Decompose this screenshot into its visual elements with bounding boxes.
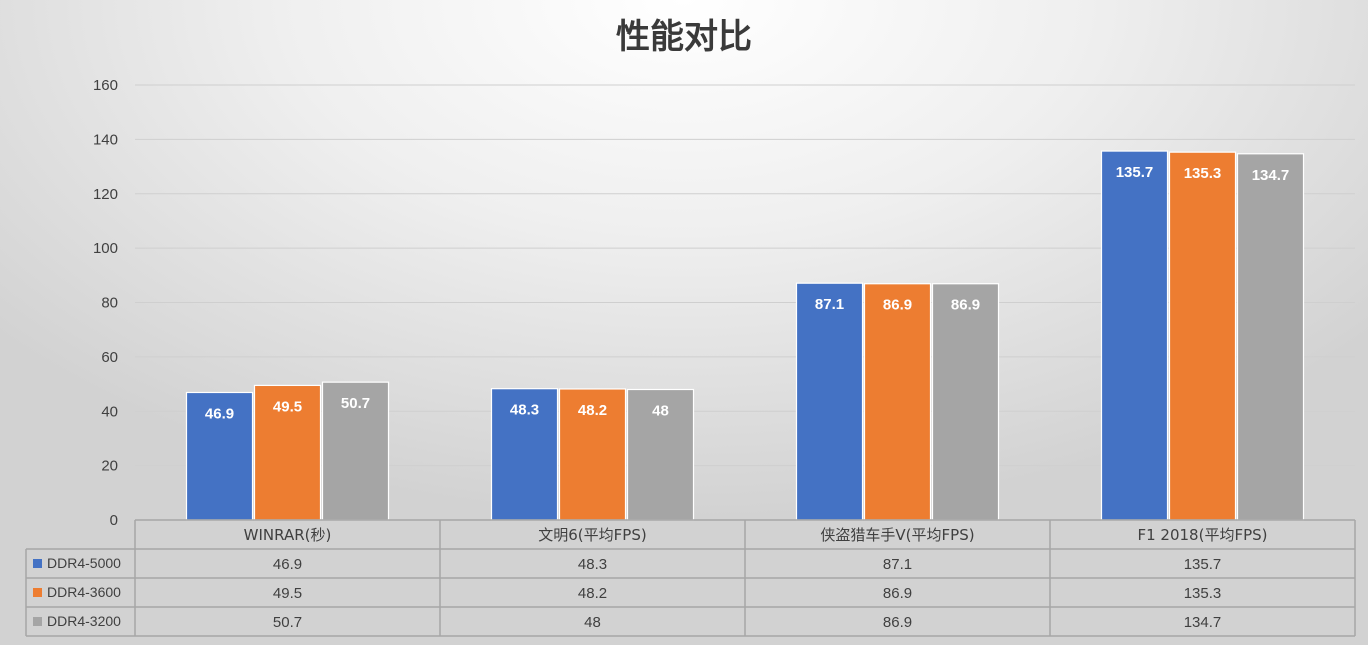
table-cell: 135.3	[1184, 585, 1222, 602]
bar	[795, 282, 864, 521]
bar	[185, 391, 254, 521]
data-label: 86.9	[951, 297, 980, 314]
y-tick-label: 120	[93, 186, 118, 203]
data-label: 48.2	[578, 402, 607, 419]
bar	[1100, 150, 1169, 521]
bar	[321, 381, 390, 521]
data-table: WINRAR(秒) 文明6(平均FPS) 侠盗猎车手V(平均FPS) F1 2018(…	[25, 519, 1356, 637]
table-cell: 134.7	[1184, 614, 1222, 631]
legend-label: DDR4-5000	[47, 555, 121, 571]
data-label: 48	[652, 403, 669, 420]
y-tick-label: 40	[101, 403, 118, 420]
y-tick-label: 80	[101, 295, 118, 312]
legend-swatch	[33, 559, 42, 568]
bar	[490, 388, 559, 521]
data-label: 86.9	[883, 297, 912, 314]
legend-label: DDR4-3600	[47, 584, 121, 600]
data-label: 87.1	[815, 296, 844, 313]
bar	[1236, 153, 1305, 521]
category-label: 文明6(平均FPS)	[538, 526, 646, 544]
table-cell: 48	[584, 614, 601, 631]
table-cell: 48.2	[578, 585, 607, 602]
category-label: 侠盗猎车手V(平均FPS)	[820, 526, 974, 544]
y-axis-tick-labels: 0 20 40 60 80 100 120 140 160	[93, 77, 118, 529]
table-cell: 49.5	[273, 585, 302, 602]
bar	[626, 388, 695, 521]
bar	[1168, 151, 1237, 521]
legend-swatch	[33, 588, 42, 597]
category-label: F1 2018(平均FPS)	[1137, 526, 1267, 544]
bar	[253, 384, 322, 521]
y-tick-label: 160	[93, 77, 118, 94]
data-label: 50.7	[341, 395, 370, 412]
bar	[931, 283, 1000, 521]
y-tick-label: 100	[93, 240, 118, 257]
table-cell: 50.7	[273, 614, 302, 631]
data-label: 49.5	[273, 398, 302, 415]
data-label: 135.3	[1184, 165, 1222, 182]
legend-label: DDR4-3200	[47, 613, 121, 629]
y-tick-label: 20	[101, 458, 118, 475]
y-tick-label: 60	[101, 349, 118, 366]
bars	[185, 150, 1305, 521]
data-label: 48.3	[510, 402, 539, 419]
table-cell: 48.3	[578, 556, 607, 573]
y-tick-label: 140	[93, 131, 118, 148]
data-label: 135.7	[1116, 164, 1154, 181]
chart-title: 性能对比	[616, 17, 752, 57]
data-label: 46.9	[205, 405, 234, 422]
legend-swatch	[33, 617, 42, 626]
table-cell: 86.9	[883, 585, 912, 602]
data-label: 134.7	[1252, 167, 1290, 184]
table-cell: 87.1	[883, 556, 912, 573]
bar	[558, 388, 627, 521]
y-tick-label: 0	[110, 512, 118, 529]
table-cell: 135.7	[1184, 556, 1222, 573]
data-labels: 46.9 49.5 50.7 48.3 48.2 48 87.1 86.9 86.9 135.7 1…	[205, 164, 1289, 422]
category-label: WINRAR(秒)	[244, 526, 332, 544]
table-cell: 46.9	[273, 556, 302, 573]
table-cell: 86.9	[883, 614, 912, 631]
bar	[863, 283, 932, 521]
